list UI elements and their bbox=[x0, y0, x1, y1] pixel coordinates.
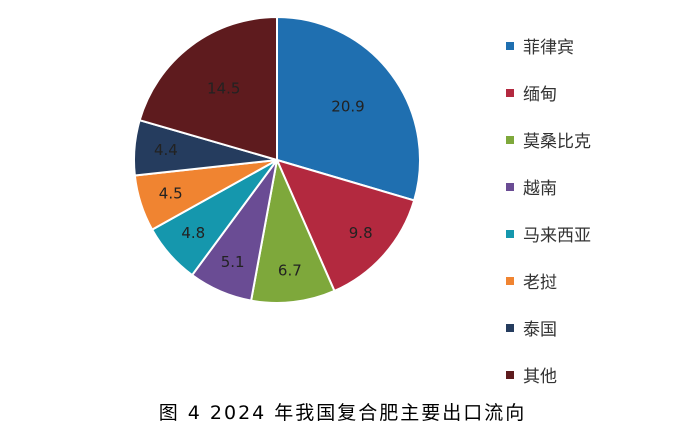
legend-label-2: 莫桑比克 bbox=[523, 132, 591, 152]
figure-caption: 图 4 2024 年我国复合肥主要出口流向 bbox=[158, 402, 527, 424]
legend-label-0: 菲律宾 bbox=[523, 38, 574, 58]
pie-slice-7 bbox=[138, 15, 278, 162]
legend-item-3: 越南 bbox=[506, 163, 676, 210]
legend-swatch-0 bbox=[506, 41, 514, 50]
data-label-2: 6.7 bbox=[278, 261, 302, 279]
legend-label-5: 老挝 bbox=[523, 273, 557, 293]
legend-item-2: 莫桑比克 bbox=[506, 116, 676, 163]
data-label-6: 4.4 bbox=[154, 141, 178, 159]
legend-swatch-6 bbox=[506, 323, 514, 332]
legend-label-4: 马来西亚 bbox=[523, 226, 591, 246]
legend-swatch-1 bbox=[506, 88, 514, 97]
legend-label-6: 泰国 bbox=[523, 320, 557, 340]
legend-swatch-2 bbox=[506, 135, 514, 144]
legend-item-6: 泰国 bbox=[506, 304, 676, 351]
chart-legend: 菲律宾缅甸莫桑比克越南马来西亚老挝泰国其他 bbox=[506, 22, 676, 398]
data-label-1: 9.8 bbox=[349, 224, 373, 242]
legend-swatch-5 bbox=[506, 276, 514, 285]
legend-item-5: 老挝 bbox=[506, 257, 676, 304]
pie-chart: 20.9 9.8 6.7 5.1 4.8 4.5 4.4 14.5 bbox=[133, 15, 421, 304]
legend-item-4: 马来西亚 bbox=[506, 210, 676, 257]
pie-slice-0 bbox=[276, 15, 421, 202]
pie-slice-1 bbox=[275, 158, 416, 293]
pie-slice-2 bbox=[249, 156, 336, 304]
legend-label-7: 其他 bbox=[523, 367, 557, 387]
data-label-5: 4.5 bbox=[159, 184, 183, 202]
legend-swatch-3 bbox=[506, 182, 514, 191]
legend-swatch-7 bbox=[506, 370, 514, 379]
legend-item-1: 缅甸 bbox=[506, 69, 676, 116]
legend-item-7: 其他 bbox=[506, 351, 676, 398]
data-label-0: 20.9 bbox=[331, 97, 364, 115]
legend-swatch-4 bbox=[506, 229, 514, 238]
legend-label-3: 越南 bbox=[523, 179, 557, 199]
legend-label-1: 缅甸 bbox=[523, 85, 557, 105]
data-label-3: 5.1 bbox=[221, 253, 245, 271]
data-label-7: 14.5 bbox=[207, 80, 240, 98]
data-label-4: 4.8 bbox=[181, 224, 205, 242]
chart-panel: 20.9 9.8 6.7 5.1 4.8 4.5 4.4 14.5 bbox=[118, 12, 612, 390]
legend-item-0: 菲律宾 bbox=[506, 22, 676, 69]
